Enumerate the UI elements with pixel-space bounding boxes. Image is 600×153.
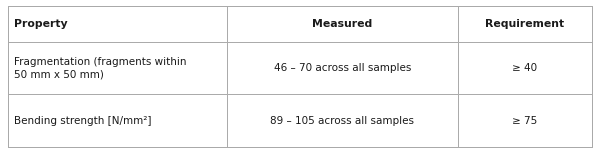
Text: ≥ 75: ≥ 75: [512, 116, 538, 126]
Bar: [227, 94, 458, 147]
Text: Requirement: Requirement: [485, 19, 565, 29]
Text: 46 – 70 across all samples: 46 – 70 across all samples: [274, 63, 411, 73]
Text: 89 – 105 across all samples: 89 – 105 across all samples: [271, 116, 415, 126]
Bar: [227, 6, 458, 42]
Bar: [458, 94, 592, 147]
Bar: [458, 42, 592, 94]
Text: ≥ 40: ≥ 40: [512, 63, 538, 73]
Bar: [8, 94, 227, 147]
Bar: [8, 6, 227, 42]
Bar: [8, 42, 227, 94]
Text: Measured: Measured: [312, 19, 373, 29]
Text: Fragmentation (fragments within
50 mm x 50 mm): Fragmentation (fragments within 50 mm x …: [14, 57, 187, 79]
Text: Bending strength [N/mm²]: Bending strength [N/mm²]: [14, 116, 151, 126]
Bar: [458, 6, 592, 42]
Bar: [227, 42, 458, 94]
Text: Property: Property: [14, 19, 67, 29]
